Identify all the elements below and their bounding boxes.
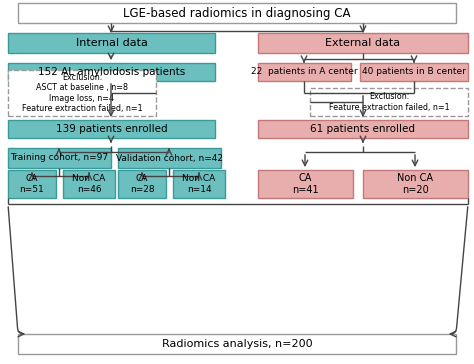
Text: Radiomics analysis, n=200: Radiomics analysis, n=200	[162, 339, 312, 349]
Text: Training cohort, n=97: Training cohort, n=97	[10, 154, 109, 162]
Text: Non CA
n=46: Non CA n=46	[73, 174, 106, 194]
Text: 152 AL amyloidosis patients: 152 AL amyloidosis patients	[38, 67, 185, 77]
Text: CA
n=51: CA n=51	[19, 174, 45, 194]
Bar	[8, 170, 56, 198]
Text: Validation cohort, n=42: Validation cohort, n=42	[116, 154, 223, 162]
Bar	[258, 170, 353, 198]
Bar	[8, 120, 215, 138]
Text: Non CA
n=20: Non CA n=20	[398, 173, 434, 195]
Text: Non CA
n=14: Non CA n=14	[182, 174, 216, 194]
Text: 61 patients enrolled: 61 patients enrolled	[310, 124, 416, 134]
Text: Exclusion:
Feature extraction failed, n=1: Exclusion: Feature extraction failed, n=…	[328, 92, 449, 112]
Bar	[18, 3, 456, 23]
Text: External data: External data	[326, 38, 401, 48]
Bar	[360, 63, 468, 81]
Bar	[118, 170, 166, 198]
Text: 139 patients enrolled: 139 patients enrolled	[55, 124, 167, 134]
Bar	[118, 148, 221, 168]
Bar	[18, 334, 456, 354]
Bar	[63, 170, 115, 198]
Bar	[8, 148, 111, 168]
Bar	[8, 70, 156, 116]
Bar	[310, 88, 468, 116]
Text: Exclusion:
ASCT at baseline , n=8
Image loss, n=4
Feature extraction failed, n=1: Exclusion: ASCT at baseline , n=8 Image …	[22, 73, 142, 113]
Bar	[258, 63, 351, 81]
Bar	[8, 33, 215, 53]
Text: 40 patients in B center: 40 patients in B center	[362, 67, 466, 76]
Text: CA
n=28: CA n=28	[130, 174, 155, 194]
Bar	[173, 170, 225, 198]
Text: Internal data: Internal data	[75, 38, 147, 48]
Bar	[258, 33, 468, 53]
Bar	[8, 63, 215, 81]
Bar	[363, 170, 468, 198]
Text: LGE-based radiomics in diagnosing CA: LGE-based radiomics in diagnosing CA	[123, 7, 351, 20]
Text: CA
n=41: CA n=41	[292, 173, 319, 195]
Text: 22  patients in A center: 22 patients in A center	[251, 67, 358, 76]
Bar	[258, 120, 468, 138]
